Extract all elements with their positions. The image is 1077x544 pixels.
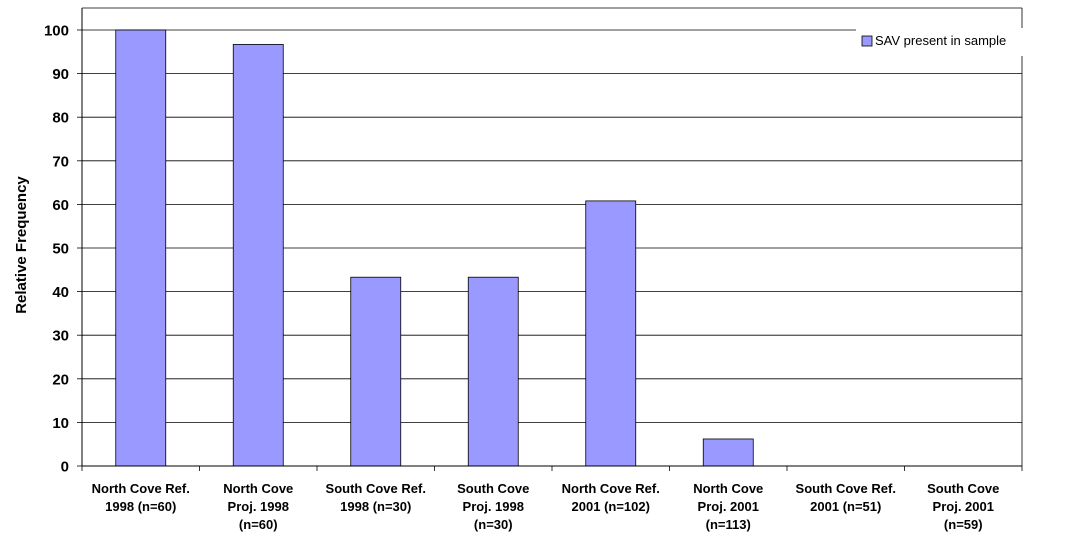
y-tick-label: 70 [52, 153, 69, 170]
y-tick-label: 60 [52, 197, 69, 214]
legend: SAV present in sample [856, 28, 1034, 56]
x-tick-label: North Cove Proj. 2001 (n=113) [693, 481, 763, 532]
legend-label: SAV present in sample [875, 33, 1006, 48]
legend-swatch [861, 35, 873, 47]
x-tick-label: South Cove Ref. 1998 (n=30) [326, 481, 426, 514]
y-tick-label: 10 [52, 415, 69, 432]
y-tick-label: 90 [52, 66, 69, 83]
y-tick-label: 0 [61, 459, 69, 476]
gridlines [82, 29, 1022, 423]
y-tick-label: 30 [52, 328, 69, 345]
x-tick-labels: North Cove Ref. 1998 (n=60) North Cove Proj… [92, 481, 1000, 532]
y-tick-label: 80 [52, 110, 69, 127]
bar [702, 438, 754, 467]
x-tick-label: South Cove Ref. 2001 (n=51) [796, 481, 896, 514]
bar [585, 200, 637, 467]
bar [467, 276, 519, 467]
bar [350, 276, 402, 467]
legend-background [856, 28, 1034, 56]
y-tick-label: 50 [52, 241, 69, 258]
y-tick-label: 100 [44, 23, 69, 40]
bar [232, 43, 284, 467]
y-tick-label: 40 [52, 284, 69, 301]
axes [77, 7, 1023, 471]
x-tick-label: North Cove Ref. 1998 (n=60) [92, 481, 190, 514]
x-tick-label: North Cove Ref. 2001 (n=102) [562, 481, 660, 514]
x-tick-label: South Cove Proj. 2001 (n=59) [927, 481, 999, 532]
y-tick-labels: 0 10 20 30 40 50 60 70 80 90 100 [44, 23, 69, 476]
x-tick-label: North Cove Proj. 1998 (n=60) [223, 481, 293, 532]
y-tick-label: 20 [52, 371, 69, 388]
y-axis-label: Relative Frequency [13, 176, 30, 314]
bar [115, 29, 167, 467]
x-tick-label: South Cove Proj. 1998 (n=30) [457, 481, 529, 532]
